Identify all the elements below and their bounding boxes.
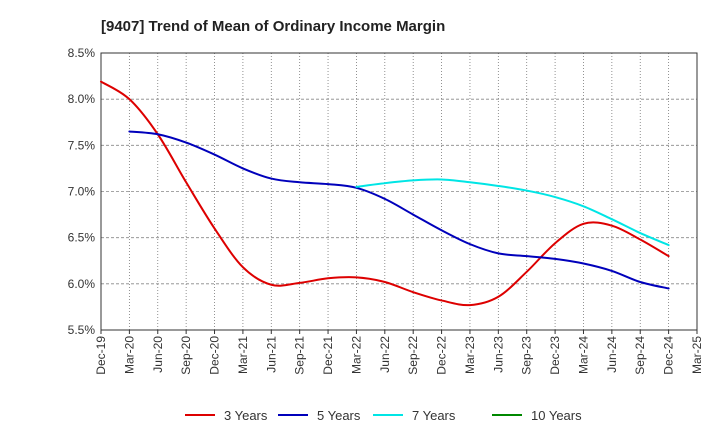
y-tick-label: 6.5% (68, 231, 96, 245)
y-tick-label: 5.5% (68, 323, 96, 337)
x-tick-label: Dec-19 (94, 336, 108, 375)
y-tick-label: 7.5% (68, 138, 96, 152)
x-tick-label: Mar-23 (463, 336, 477, 374)
x-tick-label: Sep-22 (406, 336, 420, 375)
x-tick-label: Dec-24 (662, 336, 676, 375)
x-tick-label: Sep-20 (179, 336, 193, 375)
y-tick-label: 6.0% (68, 277, 96, 291)
x-tick-label: Mar-24 (576, 336, 590, 374)
x-tick-label: Jun-23 (491, 336, 505, 373)
x-tick-label: Sep-23 (520, 336, 534, 375)
x-tick-label: Jun-24 (605, 336, 619, 373)
x-tick-label: Sep-24 (633, 336, 647, 375)
y-tick-label: 8.5% (68, 46, 96, 60)
plot-frame (100, 52, 698, 331)
grid (101, 53, 697, 330)
legend-label-5-years: 5 Years (317, 408, 361, 423)
series-group (100, 80, 670, 307)
x-tick-label: Jun-21 (264, 336, 278, 373)
legend-label-3-years: 3 Years (224, 408, 268, 423)
x-tick-label: Dec-22 (435, 336, 449, 375)
x-tick-label: Sep-21 (293, 336, 307, 375)
x-tick-label: Mar-25 (690, 336, 704, 374)
series-line-7-years (355, 178, 670, 247)
series-line-3-years (100, 80, 670, 307)
x-tick-label: Dec-21 (321, 336, 335, 375)
series-line-5-years (128, 130, 670, 290)
x-tick-label: Mar-21 (236, 336, 250, 374)
x-tick-label: Dec-23 (548, 336, 562, 375)
chart-title: [9407] Trend of Mean of Ordinary Income … (101, 18, 445, 35)
y-tick-label: 8.0% (68, 92, 96, 106)
x-tick-label: Jun-20 (151, 336, 165, 373)
y-tick-label: 7.0% (68, 185, 96, 199)
x-tick-label: Dec-20 (208, 336, 222, 375)
legend-label-7-years: 7 Years (412, 408, 456, 423)
x-tick-label: Mar-22 (349, 336, 363, 374)
legend: 3 Years 5 Years 7 Years 10 Years (185, 408, 582, 423)
axes: 8.5% 8.0% 7.5% 7.0% 6.5% 6.0% 5.5%Dec-19 Mar-20… (68, 46, 704, 375)
legend-label-10-years: 10 Years (531, 408, 582, 423)
x-tick-label: Mar-20 (122, 336, 136, 374)
x-tick-label: Jun-22 (378, 336, 392, 373)
